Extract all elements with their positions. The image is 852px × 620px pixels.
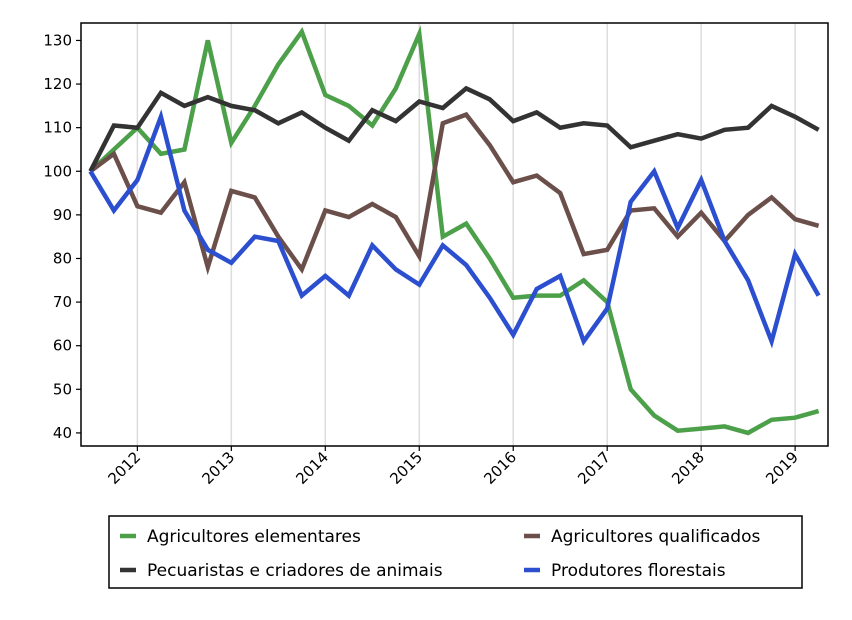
x-tick-label: 2012 <box>104 448 144 488</box>
y-tick-label: 130 <box>43 31 72 49</box>
legend-box <box>108 515 803 589</box>
legend-label: Agricultores qualificados <box>551 527 760 547</box>
y-tick-label: 80 <box>53 249 72 267</box>
x-tick-label: 2017 <box>574 448 614 488</box>
y-tick-label: 50 <box>53 380 72 398</box>
x-tick-label: 2019 <box>762 448 802 488</box>
series-line-2 <box>88 85 820 173</box>
y-tick-label: 60 <box>53 337 72 355</box>
legend-label: Produtores florestais <box>551 561 726 581</box>
x-tick-label: 2014 <box>292 448 332 488</box>
y-axis: 40 50 60 70 80 90 100 110 120 130 <box>43 31 81 442</box>
x-tick-label: 2016 <box>480 448 520 488</box>
y-tick-label: 120 <box>43 75 72 93</box>
legend-label: Pecuaristas e criadores de animais <box>147 561 443 581</box>
y-tick-label: 70 <box>53 293 72 311</box>
series-line-0 <box>88 25 820 436</box>
y-tick-label: 110 <box>43 119 72 137</box>
legend-label: Agricultores elementares <box>147 527 361 547</box>
series-line-3 <box>88 109 821 349</box>
y-tick-label: 40 <box>53 424 72 442</box>
x-axis: 2012 2013 2014 2015 2016 2017 2018 2019 <box>104 446 802 488</box>
plot-frame <box>80 22 829 447</box>
x-tick-label: 2013 <box>198 448 238 488</box>
y-tick-label: 90 <box>53 206 72 224</box>
series-lines <box>88 25 821 436</box>
x-tick-label: 2015 <box>386 448 426 488</box>
x-tick-label: 2018 <box>668 448 708 488</box>
legend: Agricultores elementares Agricultores qua… <box>108 515 803 589</box>
y-tick-label: 100 <box>43 162 72 180</box>
